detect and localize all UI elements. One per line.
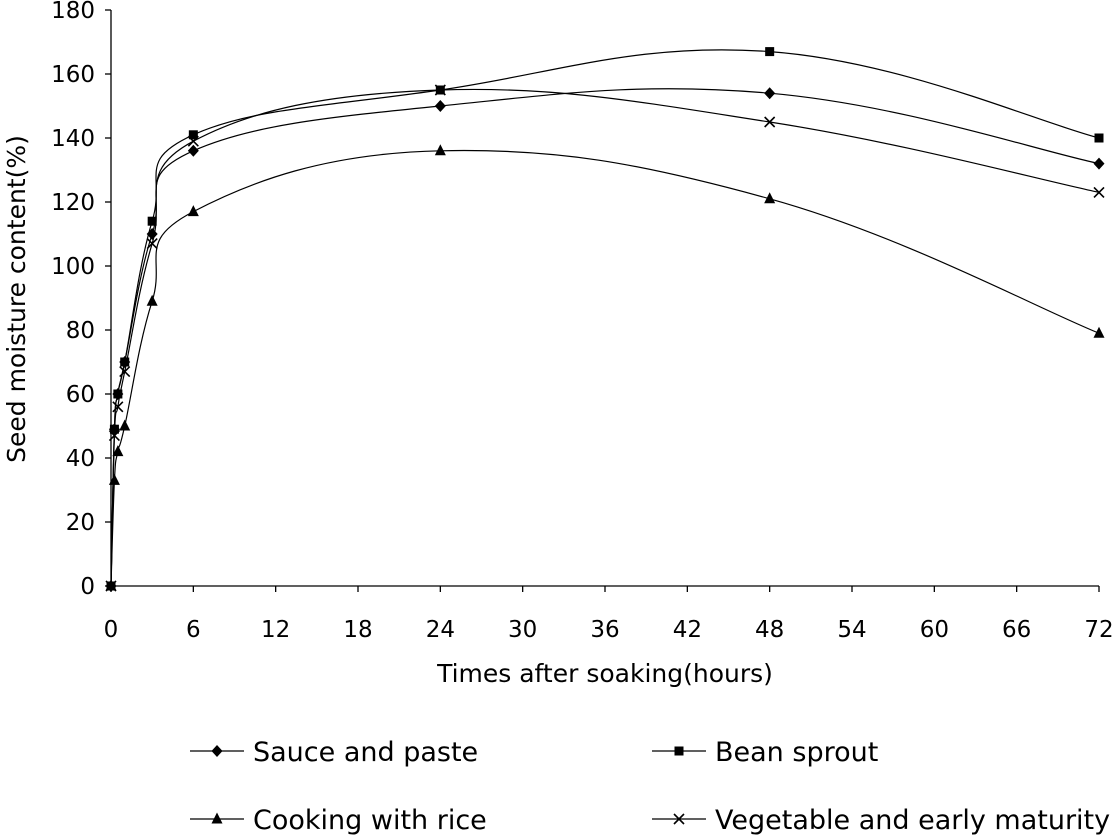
legend: Sauce and paste Bean sprout Cooking with r…	[190, 737, 1110, 836]
y-tick-label: 20	[66, 510, 95, 536]
series-line	[110, 88, 1100, 587]
x-tick-label: 24	[426, 617, 455, 643]
x-tick-label: 12	[261, 617, 290, 643]
data-point	[187, 205, 199, 217]
y-tick-label: 120	[51, 190, 95, 216]
x-tick-label: 48	[755, 617, 784, 643]
y-tick-label: 60	[66, 382, 95, 408]
x-ticks: 0 6 12 18 24 30 36 42 48 54 60 66 72	[104, 586, 1114, 643]
data-point	[146, 238, 158, 250]
data-point	[434, 84, 446, 96]
series-x	[105, 84, 1105, 592]
legend-label: Sauce and paste	[253, 737, 478, 768]
data-point	[108, 473, 120, 485]
x-tick-label: 0	[104, 617, 119, 643]
data-point	[1093, 326, 1105, 338]
data-point	[119, 419, 131, 431]
x-tick-label: 72	[1084, 617, 1113, 643]
legend-label: Cooking with rice	[253, 805, 487, 836]
y-ticks: 0 20 40 60 80 100 120 140 160 180	[51, 0, 111, 600]
data-point	[764, 87, 776, 100]
legend-marker	[673, 813, 685, 825]
legend-item: Bean sprout	[652, 737, 878, 768]
data-point	[1094, 133, 1104, 143]
y-tick-label: 100	[51, 254, 95, 280]
x-axis-title: Times after soaking(hours)	[436, 659, 773, 688]
y-axis-title: Seed moisture content(%)	[2, 135, 31, 463]
data-point	[119, 366, 131, 378]
data-point	[113, 389, 123, 399]
y-tick-label: 80	[66, 318, 95, 344]
data-point	[147, 216, 157, 226]
data-point	[108, 430, 120, 442]
x-tick-label: 66	[1002, 617, 1031, 643]
data-point	[764, 192, 776, 204]
data-point	[765, 47, 775, 57]
x-tick-label: 30	[508, 617, 537, 643]
legend-marker	[211, 812, 223, 824]
y-tick-label: 40	[66, 446, 95, 472]
data-point	[187, 135, 199, 147]
series-square	[106, 47, 1104, 591]
y-tick-label: 180	[51, 0, 95, 24]
legend-item: Vegetable and early maturity	[652, 805, 1110, 836]
data-point	[434, 100, 446, 112]
data-point	[146, 294, 158, 306]
x-tick-label: 6	[186, 617, 201, 643]
x-tick-label: 36	[590, 617, 619, 643]
legend-label: Vegetable and early maturity	[715, 805, 1110, 836]
x-tick-label: 54	[837, 617, 866, 643]
x-tick-label: 60	[920, 617, 949, 643]
x-tick-label: 18	[343, 617, 372, 643]
series-diamond	[105, 87, 1105, 592]
data-point	[112, 401, 124, 413]
series-line	[110, 88, 1100, 587]
legend-marker	[674, 746, 684, 756]
x-tick-label: 42	[673, 617, 702, 643]
data-point	[1093, 186, 1105, 198]
series-group	[105, 47, 1105, 592]
data-point	[112, 445, 124, 457]
legend-marker	[211, 745, 223, 757]
data-point	[764, 116, 776, 128]
legend-item: Sauce and paste	[190, 737, 478, 768]
data-point	[187, 144, 199, 157]
axes	[110, 10, 1099, 587]
data-point	[1093, 157, 1105, 170]
y-tick-label: 140	[51, 126, 95, 152]
data-point	[120, 357, 130, 367]
data-point	[188, 130, 198, 140]
legend-label: Bean sprout	[715, 737, 878, 768]
data-point	[105, 580, 117, 592]
y-tick-label: 160	[51, 62, 95, 88]
y-tick-label: 0	[80, 574, 95, 600]
legend-item: Cooking with rice	[190, 805, 487, 836]
series-line	[110, 149, 1100, 587]
series-triangle	[105, 144, 1105, 591]
data-point	[434, 144, 446, 156]
